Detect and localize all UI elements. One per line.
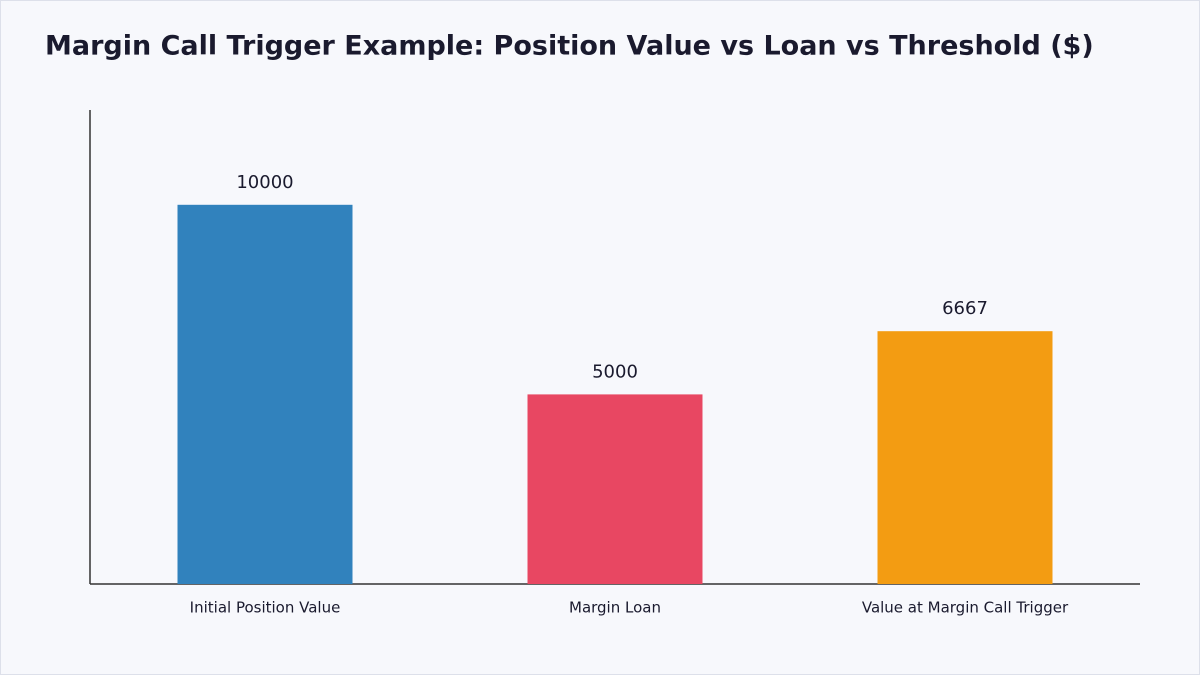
bar [877,331,1053,584]
value-label: 10000 [236,172,293,193]
bar [527,394,703,584]
x-tick-label: Value at Margin Call Trigger [862,599,1069,617]
chart-title: Margin Call Trigger Example: Position Va… [45,31,1094,62]
value-label: 5000 [592,361,638,382]
value-label: 6667 [942,298,988,319]
x-tick-label: Margin Loan [569,599,661,617]
bar [177,204,353,585]
x-tick-label: Initial Position Value [190,599,341,617]
